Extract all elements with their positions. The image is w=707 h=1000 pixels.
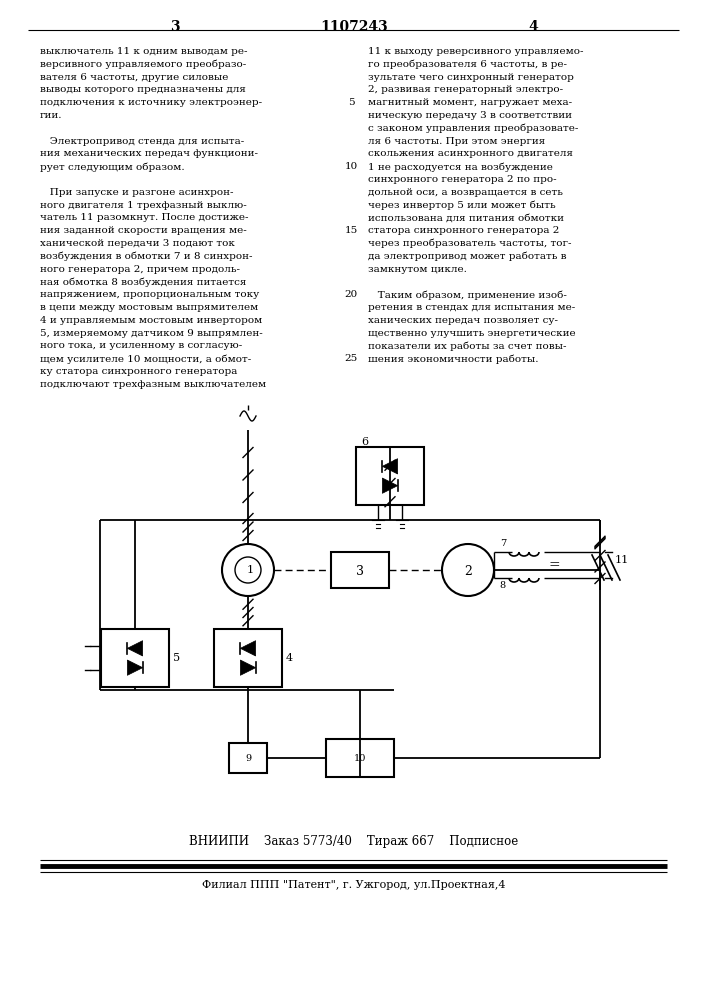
Text: возбуждения в обмотки 7 и 8 синхрон-: возбуждения в обмотки 7 и 8 синхрон- [40,252,252,261]
Text: 2, развивая генераторный электро-: 2, развивая генераторный электро- [368,85,563,94]
Text: Филиал ППП "Патент", г. Ужгород, ул.Проектная,4: Филиал ППП "Патент", г. Ужгород, ул.Прое… [202,880,506,890]
Bar [229,743,267,773]
Text: 1107243: 1107243 [320,20,388,34]
Text: чатель 11 разомкнут. После достиже-: чатель 11 разомкнут. После достиже- [40,213,248,222]
Text: выключатель 11 к одним выводам ре-: выключатель 11 к одним выводам ре- [40,47,247,56]
Text: ническую передачу 3 в соответствии: ническую передачу 3 в соответствии [368,111,572,120]
Text: использована для питания обмотки: использована для питания обмотки [368,213,564,222]
Text: 1 не расходуется на возбуждение: 1 не расходуется на возбуждение [368,162,553,172]
Text: 11 к выходу реверсивного управляемо-: 11 к выходу реверсивного управляемо- [368,47,583,56]
Text: ного генератора 2, причем продоль-: ного генератора 2, причем продоль- [40,265,240,274]
Text: 4: 4 [286,653,293,663]
Text: ния заданной скорости вращения ме-: ния заданной скорости вращения ме- [40,226,247,235]
Text: ханических передач позволяет су-: ханических передач позволяет су- [368,316,558,325]
Text: магнитный момент, нагружает меха-: магнитный момент, нагружает меха- [368,98,572,107]
Text: 20: 20 [344,290,358,299]
Text: 15: 15 [344,226,358,235]
Text: 3: 3 [170,20,180,34]
Text: ВНИИПИ    Заказ 5773/40    Тираж 667    Подписное: ВНИИПИ Заказ 5773/40 Тираж 667 Подписное [189,835,519,848]
Text: 3: 3 [356,565,364,578]
Text: го преобразователя 6 частоты, в ре-: го преобразователя 6 частоты, в ре- [368,60,567,69]
Text: 5: 5 [173,653,180,663]
Text: вателя 6 частоты, другие силовые: вателя 6 частоты, другие силовые [40,73,228,82]
Polygon shape [382,459,397,474]
Text: 6: 6 [361,437,368,447]
Text: с законом управления преобразовате-: с законом управления преобразовате- [368,124,578,133]
Text: Электропривод стенда для испыта-: Электропривод стенда для испыта- [40,137,244,146]
Text: показатели их работы за счет повы-: показатели их работы за счет повы- [368,341,566,351]
Bar [101,629,169,687]
Bar [214,629,282,687]
Text: Таким образом, применение изоб-: Таким образом, применение изоб- [368,290,567,300]
Text: 1: 1 [247,565,254,575]
Text: =: = [549,558,561,572]
Text: ния механических передач функциони-: ния механических передач функциони- [40,149,258,158]
Polygon shape [382,478,397,493]
Text: щем усилителе 10 мощности, а обмот-: щем усилителе 10 мощности, а обмот- [40,354,251,364]
Text: 4: 4 [528,20,538,34]
Text: рует следующим образом.: рует следующим образом. [40,162,185,172]
Text: дольной оси, а возвращается в сеть: дольной оси, а возвращается в сеть [368,188,563,197]
Text: напряжением, пропорциональным току: напряжением, пропорциональным току [40,290,259,299]
Text: подключают трехфазным выключателем: подключают трехфазным выключателем [40,380,266,389]
Text: При запуске и разгоне асинхрон-: При запуске и разгоне асинхрон- [40,188,233,197]
Text: через инвертор 5 или может быть: через инвертор 5 или может быть [368,201,556,210]
Text: ного двигателя 1 трехфазный выклю-: ного двигателя 1 трехфазный выклю- [40,201,247,210]
Text: версивного управляемого преобразо-: версивного управляемого преобразо- [40,60,246,69]
Bar [326,739,394,777]
Text: ретения в стендах для испытания ме-: ретения в стендах для испытания ме- [368,303,575,312]
Bar [356,447,424,505]
Text: в цепи между мостовым выпрямителем: в цепи между мостовым выпрямителем [40,303,258,312]
Text: 25: 25 [344,354,358,363]
Text: через преобразователь частоты, тог-: через преобразователь частоты, тог- [368,239,571,248]
Text: 2: 2 [464,565,472,578]
Text: ханической передачи 3 подают ток: ханической передачи 3 подают ток [40,239,235,248]
Text: выводы которого предназначены для: выводы которого предназначены для [40,85,246,94]
Text: синхронного генератора 2 по про-: синхронного генератора 2 по про- [368,175,556,184]
Polygon shape [127,660,143,675]
Polygon shape [127,641,143,656]
Text: скольжения асинхронного двигателя: скольжения асинхронного двигателя [368,149,573,158]
Text: 5, измеряемому датчиком 9 выпрямлен-: 5, измеряемому датчиком 9 выпрямлен- [40,329,263,338]
Text: 9: 9 [245,754,251,763]
Text: ля 6 частоты. При этом энергия: ля 6 частоты. При этом энергия [368,137,545,146]
Text: щественно улучшить энергетические: щественно улучшить энергетические [368,329,575,338]
Bar [331,552,389,588]
Text: 5: 5 [348,98,354,107]
Text: да электропривод может работать в: да электропривод может работать в [368,252,566,261]
Text: замкнутом цикле.: замкнутом цикле. [368,265,467,274]
Text: зультате чего синхронный генератор: зультате чего синхронный генератор [368,73,574,82]
Polygon shape [240,660,256,675]
Polygon shape [240,641,256,656]
Text: 7: 7 [500,540,506,548]
Text: 10: 10 [344,162,358,171]
Text: гии.: гии. [40,111,62,120]
Text: ного тока, и усиленному в согласую-: ного тока, и усиленному в согласую- [40,341,243,350]
Text: статора синхронного генератора 2: статора синхронного генератора 2 [368,226,559,235]
Text: 10: 10 [354,754,366,763]
Text: 8: 8 [500,582,506,590]
Text: 11: 11 [615,555,629,565]
Text: ная обмотка 8 возбуждения питается: ная обмотка 8 возбуждения питается [40,277,246,287]
Text: подключения к источнику электроэнер-: подключения к источнику электроэнер- [40,98,262,107]
Text: ку статора синхронного генератора: ку статора синхронного генератора [40,367,238,376]
Text: 4 и управляемым мостовым инвертором: 4 и управляемым мостовым инвертором [40,316,262,325]
Text: шения экономичности работы.: шения экономичности работы. [368,354,539,364]
